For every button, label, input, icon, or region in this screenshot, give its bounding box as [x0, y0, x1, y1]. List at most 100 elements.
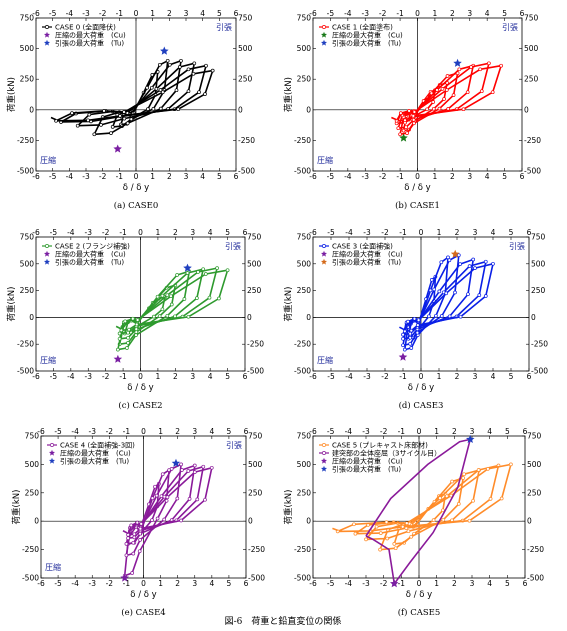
loop-marker	[124, 553, 129, 558]
legend-marker-swatch	[45, 25, 49, 29]
x-tick-label-top: -2	[380, 427, 388, 436]
x-tick-label-top: -4	[66, 9, 74, 18]
loop-marker	[165, 495, 170, 500]
loop-marker	[129, 117, 134, 122]
legend-label: 圧縮の最大荷重 (Cu)	[332, 250, 403, 259]
x-axis-label: δ / δ y	[130, 590, 156, 600]
x-tick-label-top: 3	[473, 228, 478, 237]
legend-label: 引張の最大荷重 (Tu)	[332, 39, 401, 48]
legend-marker-swatch	[45, 244, 49, 248]
x-tick-label: -1	[399, 372, 407, 381]
loop-marker	[186, 314, 191, 319]
legend-star-swatch	[44, 39, 50, 46]
loop-marker	[145, 85, 149, 90]
y-tick-label: -500	[294, 574, 311, 583]
x-tick-label: 5	[217, 172, 222, 181]
legend: CASE 0 (全面降伏)圧縮の最大荷重 (Cu)引張の最大荷重 (Tu)	[42, 23, 126, 48]
x-tick-label: -1	[398, 579, 406, 588]
y-tick-label: -250	[17, 136, 34, 145]
loop-marker	[197, 90, 201, 95]
loop-marker	[164, 498, 169, 503]
loop-marker	[428, 288, 433, 293]
hysteresis-series	[122, 462, 214, 578]
loop-marker	[444, 291, 449, 296]
legend: CASE 4 (全面補強-3回)圧縮の最大荷重 (Cu)引張の最大荷重 (Tu)	[47, 441, 135, 466]
x-tick-label-top: 0	[415, 9, 420, 18]
loop-marker	[412, 316, 417, 321]
loop-marker	[187, 497, 192, 501]
tension-region-label: 引張	[502, 23, 518, 32]
y-tick-label: 0	[29, 313, 34, 322]
loop-marker	[499, 496, 504, 501]
y-tick-label-right: 500	[248, 460, 263, 469]
loop-marker	[457, 67, 462, 72]
x-tick-label: -6	[309, 372, 317, 381]
tension-max-marker	[466, 434, 475, 443]
x-tick-label: 2	[452, 579, 457, 588]
legend: CASE 1 (全面塗布)圧縮の最大荷重 (Cu)引張の最大荷重 (Tu)	[319, 23, 403, 48]
y-tick-label-right: 750	[248, 432, 263, 441]
y-tick-label-right: -250	[531, 340, 548, 349]
x-tick-label: 4	[485, 172, 490, 181]
loop-marker	[353, 531, 358, 536]
hysteresis-loop	[55, 69, 214, 122]
x-tick-label: -4	[71, 579, 79, 588]
loop-marker	[180, 468, 184, 472]
x-tick-label: 6	[523, 579, 528, 588]
loop-marker	[427, 314, 431, 319]
legend-star-swatch	[49, 457, 55, 464]
x-tick-label-top: -4	[345, 228, 353, 237]
y-tick-label-right: 750	[247, 233, 262, 242]
x-tick-label-top: -6	[309, 427, 317, 436]
loop-marker	[411, 114, 416, 118]
hysteresis-tail	[399, 326, 406, 331]
loop-marker	[407, 109, 411, 113]
y-tick-label-right: 250	[527, 488, 542, 497]
y-tick-label: 250	[297, 488, 312, 497]
legend-label: 引張の最大荷重 (Tu)	[60, 457, 129, 466]
x-tick-label-top: -1	[119, 228, 127, 237]
x-tick-label-top: 6	[244, 427, 249, 436]
x-tick-label-top: -1	[398, 427, 406, 436]
x-tick-label: 0	[417, 579, 422, 588]
x-tick-label: 5	[227, 579, 232, 588]
x-tick-label-top: 5	[509, 228, 514, 237]
x-tick-label-top: 2	[455, 228, 460, 237]
loop-marker	[179, 462, 183, 467]
x-tick-label-top: 5	[217, 9, 222, 18]
x-tick-label-top: 6	[234, 9, 239, 18]
loop-marker	[160, 472, 165, 477]
y-tick-label-right: 750	[527, 432, 542, 441]
y-tick-label-right: -250	[247, 340, 264, 349]
loop-marker	[130, 316, 135, 321]
loop-marker	[132, 535, 137, 540]
x-tick-label-top: 3	[190, 228, 195, 237]
loop-marker	[467, 518, 472, 523]
loop-marker	[102, 109, 106, 113]
x-tick-label-top: -3	[362, 427, 370, 436]
loop-marker	[483, 259, 488, 264]
loop-marker	[192, 463, 197, 468]
loop-marker	[434, 313, 438, 318]
x-tick-label-top: -3	[363, 228, 371, 237]
hysteresis-series	[115, 266, 230, 352]
loop-marker	[126, 341, 130, 345]
loop-marker	[158, 88, 163, 92]
x-tick-label: -1	[116, 172, 124, 181]
y-tick-label-right: 750	[524, 14, 539, 23]
loop-marker	[471, 257, 476, 262]
loop-marker	[409, 534, 414, 539]
loop-marker	[169, 467, 174, 471]
loop-marker	[149, 85, 154, 90]
compression-max-marker	[120, 573, 129, 582]
x-tick-label-top: 3	[192, 427, 197, 436]
loop-marker	[408, 335, 413, 340]
loop-marker	[159, 494, 164, 499]
y-tick-label-right: 750	[531, 233, 546, 242]
x-tick-label-top: 4	[491, 228, 496, 237]
panel-caption: (a) CASE0	[114, 200, 158, 211]
loop-marker	[509, 462, 513, 467]
loop-marker	[477, 293, 482, 297]
loop-marker	[401, 336, 405, 341]
legend: CASE 3 (全面補強)圧縮の最大荷重 (Cu)引張の最大荷重 (Tu)	[319, 242, 403, 267]
